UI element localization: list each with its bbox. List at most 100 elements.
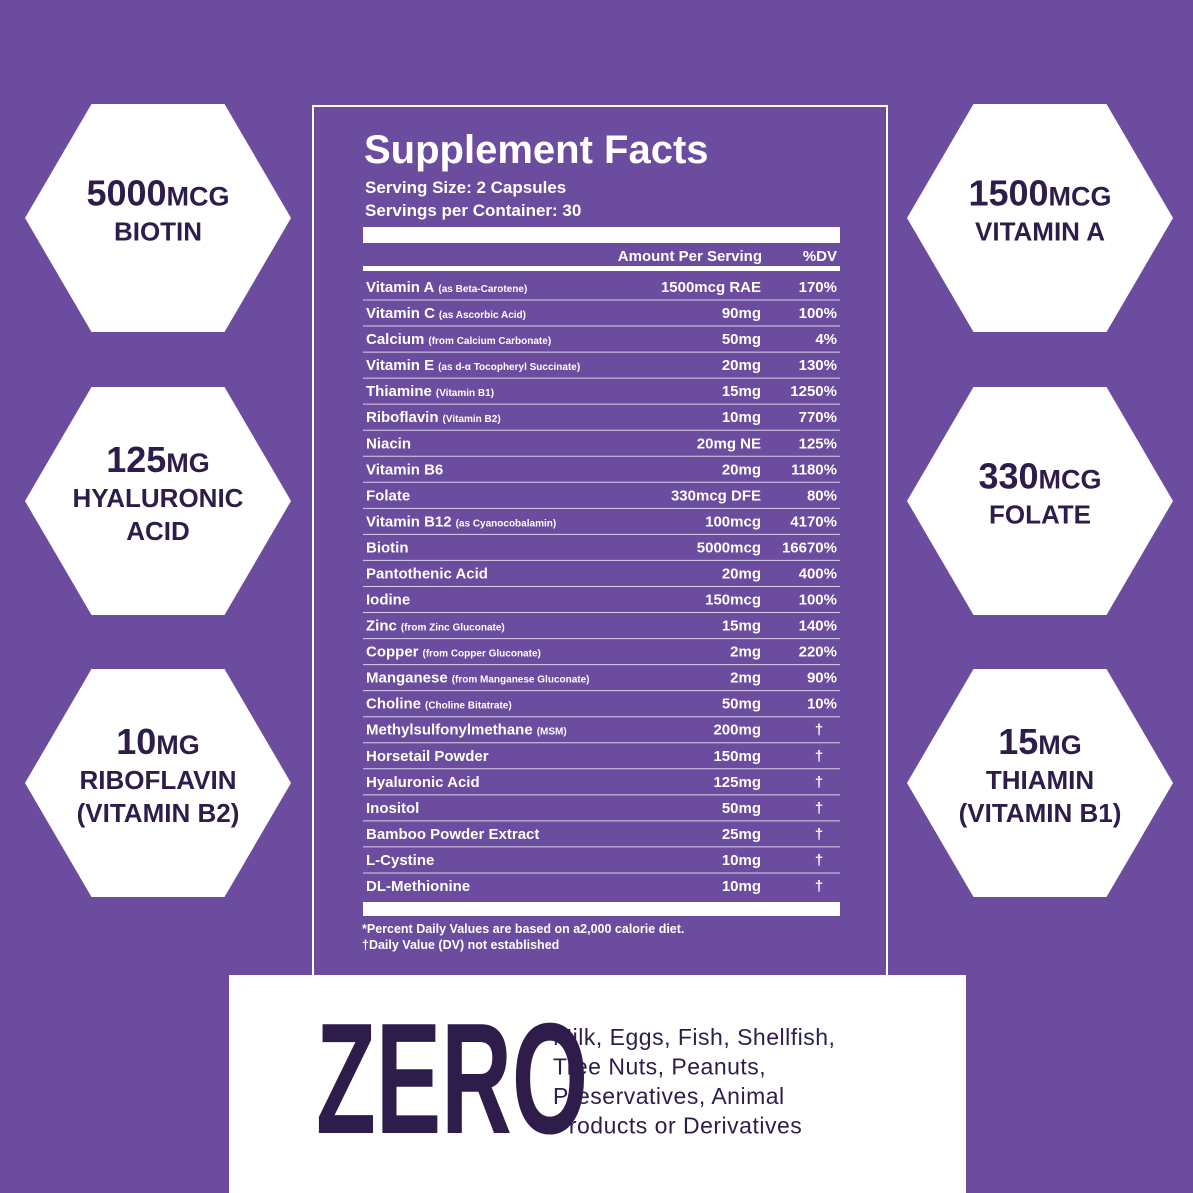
- nutrient-amount: 20mg: [722, 565, 761, 582]
- nutrient-label: Horsetail Powder: [366, 748, 489, 765]
- nutrient-dv: †: [815, 800, 823, 817]
- nutrient-label: Bamboo Powder Extract: [366, 826, 539, 843]
- nutrient-dv: 1180%: [791, 461, 837, 478]
- hex-amount-number: 125: [106, 439, 166, 480]
- nutrient-amount: 20mg: [722, 357, 761, 374]
- hexagon: [25, 669, 291, 897]
- nutrient-amount: 100mcg: [705, 513, 761, 530]
- nutrient-note: (as Cyanocobalamin): [456, 518, 557, 529]
- hex-amount-number: 15: [998, 721, 1038, 762]
- nutrient-label: Pantothenic Acid: [366, 565, 488, 582]
- nutrient-dv: †: [815, 878, 823, 895]
- nutrient-name: Choline (Choline Bitatrate): [366, 696, 512, 713]
- nutrient-amount: 20mg: [722, 461, 761, 478]
- nutrient-name: Methylsulfonylmethane (MSM): [366, 722, 567, 739]
- nutrient-name: Manganese (from Manganese Gluconate): [366, 670, 590, 687]
- nutrient-dv: 10%: [807, 696, 837, 713]
- nutrient-label: Vitamin C: [366, 305, 435, 322]
- hex-amount: 5000MCG: [86, 173, 229, 214]
- nutrient-name: Iodine: [366, 592, 410, 609]
- nutrient-amount: 150mcg: [705, 592, 761, 609]
- nutrient-note: (Vitamin B2): [443, 414, 501, 425]
- hex-label: (VITAMIN B2): [77, 798, 240, 828]
- hex-amount: 125MG: [106, 439, 210, 480]
- hex-amount-unit: MG: [166, 448, 210, 478]
- zero-box: [229, 975, 966, 1193]
- hexagon: [25, 387, 291, 615]
- nutrient-amount: 90mg: [722, 305, 761, 322]
- nutrient-name: Copper (from Copper Gluconate): [366, 644, 541, 661]
- nutrient-label: Vitamin B6: [366, 461, 443, 478]
- nutrient-label: Iodine: [366, 592, 410, 609]
- hex-amount-number: 330: [978, 456, 1038, 497]
- nutrient-name: Vitamin B6: [366, 461, 443, 478]
- nutrient-note: (from Calcium Carbonate): [428, 336, 551, 347]
- nutrient-name: Inositol: [366, 800, 419, 817]
- hexagon: [907, 104, 1173, 332]
- footnote: *Percent Daily Values are based on a2,00…: [362, 922, 684, 936]
- nutrient-label: Biotin: [366, 539, 409, 556]
- nutrient-label: L-Cystine: [366, 852, 434, 869]
- nutrient-label: Niacin: [366, 435, 411, 452]
- nutrient-name: Riboflavin (Vitamin B2): [366, 409, 501, 426]
- nutrient-label: Vitamin B12: [366, 513, 452, 530]
- nutrient-label: Thiamine: [366, 383, 432, 400]
- nutrient-label: Riboflavin: [366, 409, 439, 426]
- hex-label: VITAMIN A: [975, 217, 1105, 247]
- hex-amount-unit: MG: [1038, 730, 1082, 760]
- hex-amount-unit: MG: [156, 730, 200, 760]
- nutrient-dv: †: [815, 826, 823, 843]
- nutrient-note: (from Copper Gluconate): [423, 649, 541, 660]
- hex-label: THIAMIN: [986, 765, 1094, 795]
- nutrient-amount: 2mg: [730, 670, 761, 687]
- nutrient-label: Vitamin A: [366, 279, 435, 296]
- nutrient-dv: 1250%: [790, 383, 837, 400]
- nutrient-dv: 80%: [807, 487, 837, 504]
- nutrient-label: Choline: [366, 696, 421, 713]
- nutrient-amount: 2mg: [730, 644, 761, 661]
- nutrient-note: (MSM): [537, 727, 567, 738]
- zero-line: Milk, Eggs, Fish, Shellfish,: [553, 1024, 835, 1050]
- nutrient-label: Zinc: [366, 618, 397, 635]
- nutrient-label: DL-Methionine: [366, 878, 470, 895]
- nutrient-amount: 50mg: [722, 331, 761, 348]
- nutrient-label: Methylsulfonylmethane: [366, 722, 533, 739]
- hex-amount: 330MCG: [978, 456, 1101, 497]
- servings-per-container: Servings per Container: 30: [365, 201, 581, 220]
- nutrient-name: Horsetail Powder: [366, 748, 489, 765]
- zero-line: Preservatives, Animal: [553, 1083, 785, 1109]
- nutrient-amount: 15mg: [722, 618, 761, 635]
- nutrient-label: Copper: [366, 644, 419, 661]
- nutrient-label: Hyaluronic Acid: [366, 774, 480, 791]
- hex-amount-unit: MCG: [1049, 182, 1112, 212]
- hex-label: RIBOFLAVIN: [80, 765, 237, 795]
- nutrient-name: Pantothenic Acid: [366, 565, 488, 582]
- nutrient-name: L-Cystine: [366, 852, 434, 869]
- nutrient-dv: 4%: [815, 331, 837, 348]
- header-rule: [363, 266, 840, 271]
- nutrient-note: (Choline Bitatrate): [425, 701, 512, 712]
- nutrient-name: Zinc (from Zinc Gluconate): [366, 618, 505, 635]
- nutrient-amount: 200mg: [713, 722, 761, 739]
- nutrient-amount: 25mg: [722, 826, 761, 843]
- nutrient-amount: 10mg: [722, 878, 761, 895]
- hex-label: (VITAMIN B1): [959, 798, 1122, 828]
- nutrient-amount: 330mcg DFE: [671, 487, 761, 504]
- nutrient-dv: 100%: [799, 592, 837, 609]
- nutrient-note: (from Manganese Gluconate): [452, 675, 590, 686]
- nutrient-amount: 50mg: [722, 696, 761, 713]
- nutrient-name: Vitamin C (as Ascorbic Acid): [366, 305, 526, 322]
- serving-size: Serving Size: 2 Capsules: [365, 178, 566, 197]
- nutrient-note: (from Zinc Gluconate): [401, 623, 505, 634]
- hex-amount-number: 1500: [968, 173, 1048, 214]
- nutrient-name: Thiamine (Vitamin B1): [366, 383, 494, 400]
- nutrient-label: Inositol: [366, 800, 419, 817]
- hexagon: [907, 669, 1173, 897]
- nutrient-dv: 100%: [799, 305, 837, 322]
- nutrient-note: (as Beta-Carotene): [438, 284, 527, 295]
- nutrient-dv: 4170%: [790, 513, 837, 530]
- nutrient-note: (Vitamin B1): [436, 388, 494, 399]
- nutrient-amount: 10mg: [722, 409, 761, 426]
- nutrient-dv: 170%: [799, 279, 837, 296]
